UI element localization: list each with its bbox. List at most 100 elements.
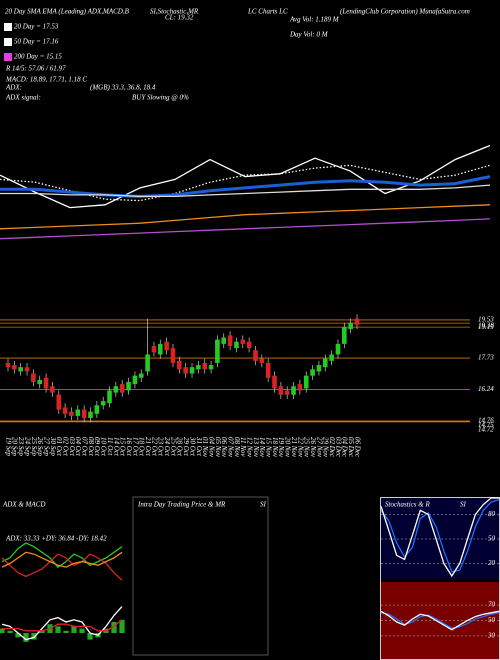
candle-body	[75, 409, 81, 416]
candle-body	[291, 386, 296, 395]
x-tick-label: 07 Nov	[226, 437, 234, 458]
candle-body	[170, 348, 176, 363]
candle-body	[24, 367, 30, 372]
x-tick-label: 15 Nov	[265, 437, 273, 458]
annotation: 50 Day = 17.16	[14, 38, 59, 46]
x-tick-label: 04 Dec	[341, 437, 349, 458]
candle-body	[208, 365, 214, 370]
candle-body	[348, 322, 353, 330]
candle-body	[37, 379, 43, 385]
series-line	[0, 184, 491, 198]
x-tick-label: 20 Sep	[11, 437, 19, 456]
candle-body	[12, 365, 17, 370]
histogram-bar	[119, 619, 125, 633]
candle-body	[284, 390, 290, 395]
x-tick-label: 21 Nov	[290, 437, 298, 458]
candle-body	[88, 411, 93, 419]
x-tick-label: 05 Nov	[214, 437, 222, 458]
panel-background	[381, 582, 499, 659]
histogram-bar	[31, 633, 37, 640]
series-line	[380, 497, 499, 578]
histogram-bar	[111, 622, 117, 633]
candle-body	[43, 377, 49, 389]
x-tick-label: 04 Oct	[74, 437, 82, 457]
x-tick-label: 18 Nov	[271, 437, 279, 458]
series-line	[380, 612, 500, 629]
candle-body	[240, 339, 246, 344]
legend-swatch	[4, 23, 12, 31]
histogram-bar	[63, 630, 69, 633]
series-line	[1, 542, 123, 568]
y-tick-label: 50	[488, 616, 496, 624]
x-tick-label: 22 Oct	[150, 437, 158, 457]
annotation: 20 Day SMA EMA (Leading) ADX,MACD,B	[5, 8, 130, 16]
annotation: ADX signal:	[5, 94, 41, 102]
candle-body	[138, 373, 144, 378]
annotation: (LendingClub C	[340, 8, 386, 16]
x-tick-label: 29 Oct	[182, 437, 190, 457]
x-tick-label: 15 Oct	[119, 437, 127, 457]
x-tick-label: 04 Nov	[207, 437, 215, 458]
x-tick-label: 25 Sep	[30, 437, 38, 456]
y-tick-label: 70	[488, 601, 496, 609]
histogram-bar	[79, 628, 85, 633]
x-tick-label: 23 Oct	[157, 437, 165, 457]
y-tick-label: 30	[487, 632, 496, 640]
candle-body	[5, 362, 11, 368]
candle-body	[100, 401, 106, 406]
price-level-label: 19.19	[478, 323, 494, 331]
candle-body	[215, 339, 220, 363]
series-line	[2, 619, 123, 632]
annotation: MACD: 18.89, 17.71, 1.18 C	[5, 76, 87, 84]
candle-body	[126, 382, 131, 391]
annotation: ADX:	[5, 84, 22, 92]
candle-body	[50, 386, 55, 393]
x-tick-label: 10 Oct	[100, 437, 108, 457]
x-tick-label: 29 Nov	[322, 437, 330, 458]
series-line	[1, 553, 123, 581]
candle-body	[202, 362, 208, 370]
candle-body	[151, 346, 157, 353]
price-level-label: 19.38	[478, 322, 494, 330]
candle-body	[303, 375, 309, 389]
annotation: CL: 19.32	[165, 14, 194, 22]
x-tick-label: 06 Dec	[353, 437, 361, 458]
histogram-bar	[15, 633, 21, 638]
price-level-label: 14.75	[478, 421, 494, 429]
annotation: BUY Slowing @ 0%	[132, 94, 189, 102]
x-tick-label: 27 Sep	[42, 437, 50, 456]
annotation: 20 Day = 17.53	[14, 23, 59, 31]
candle-body	[189, 367, 195, 374]
x-tick-label: 31 Oct	[195, 436, 203, 457]
histogram-bar	[0, 628, 5, 633]
price-level-label: 14.76	[478, 417, 494, 425]
panel-subtitle: SI	[460, 501, 467, 509]
series-line	[380, 498, 500, 573]
x-tick-label: 14 Nov	[258, 437, 266, 458]
panel-title: ADX & MACD	[2, 501, 45, 509]
x-tick-label: 18 Oct	[138, 437, 146, 457]
x-tick-label: 17 Oct	[131, 437, 139, 457]
candle-body	[164, 341, 169, 351]
annotation: LC Charts LC	[247, 8, 288, 16]
candle-body	[335, 343, 341, 355]
x-tick-label: 19 Nov	[277, 437, 285, 458]
price-level-label: 17.73	[478, 354, 494, 362]
candle-body	[253, 350, 258, 361]
candle-body	[234, 341, 239, 349]
panel-subtitle: ADX: 33.33 +DY: 36.84 -DY: 18.42	[5, 535, 107, 543]
annotation: orporation) MunafaSutra.com	[385, 8, 470, 16]
x-tick-label: 16 Oct	[125, 437, 133, 457]
x-tick-label: 05 Dec	[347, 437, 355, 458]
x-tick-label: 21 Oct	[144, 437, 152, 457]
price-level-label: 16.24	[478, 385, 494, 393]
candle-body	[316, 365, 322, 372]
candle-body	[69, 411, 74, 416]
x-tick-label: 07 Oct	[81, 437, 89, 457]
x-tick-label: 06 Nov	[220, 437, 228, 458]
annotation: 200 Day = 15.15	[14, 53, 62, 61]
histogram-bar	[23, 633, 29, 642]
candle-body	[119, 384, 125, 393]
x-tick-label: 25 Nov	[303, 437, 311, 458]
x-tick-label: 25 Oct	[169, 437, 177, 457]
